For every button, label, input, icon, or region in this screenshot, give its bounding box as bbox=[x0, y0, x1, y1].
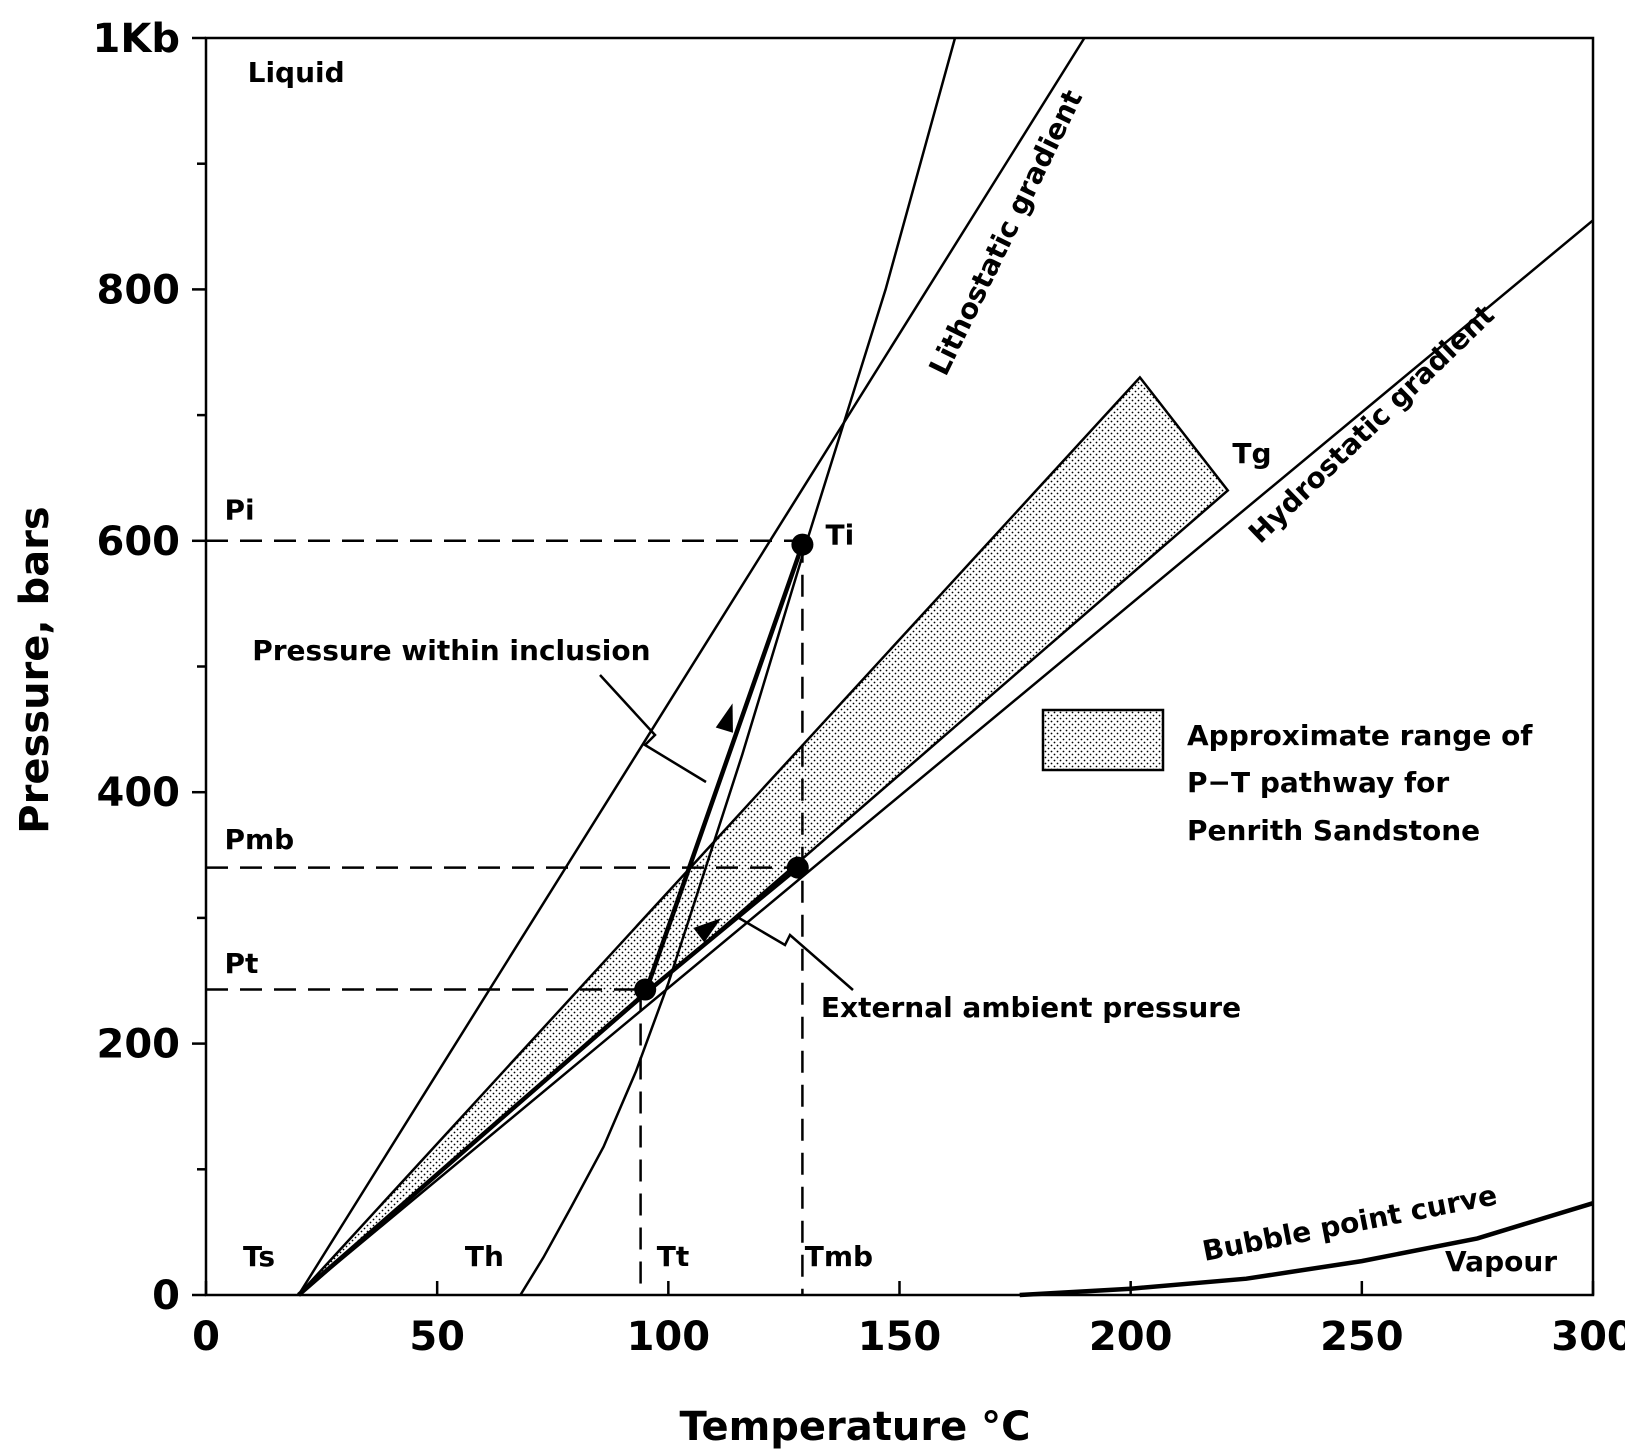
annotation-pressure-within-inclusion: Pressure within inclusion bbox=[252, 634, 650, 667]
annotation-liquid: Liquid bbox=[248, 56, 345, 89]
data-point-0 bbox=[791, 533, 814, 556]
direction-arrow-0 bbox=[715, 703, 733, 733]
legend-label-line-2: P−T pathway for bbox=[1187, 766, 1449, 799]
arrows-layer bbox=[693, 703, 733, 943]
x-tick-label-50: 50 bbox=[409, 1314, 465, 1360]
dashed-guides-layer bbox=[206, 539, 804, 1295]
legend-label-line-1: Approximate range of bbox=[1187, 719, 1533, 752]
series-line-pressure-within-inclusion bbox=[643, 543, 805, 995]
points-layer bbox=[634, 533, 814, 1001]
annotation-ts: Ts bbox=[243, 1240, 275, 1273]
data-point-2 bbox=[634, 978, 657, 1001]
series-line-curve-2 bbox=[519, 37, 957, 1296]
annotation-pt: Pt bbox=[224, 947, 258, 980]
annotation-lithostatic-gradient: Lithostatic gradient bbox=[922, 85, 1089, 381]
x-axis-title-spacer bbox=[967, 1404, 981, 1450]
series-line-external-ambient-pressure bbox=[297, 865, 800, 1297]
annotation-tt: Tt bbox=[657, 1240, 689, 1273]
annotation-vapour: Vapour bbox=[1445, 1245, 1557, 1278]
pressure-within-inclusion-pointer bbox=[599, 674, 707, 784]
annotation-pi: Pi bbox=[224, 493, 254, 526]
legend: Approximate range of P−T pathway for Pen… bbox=[1041, 708, 1533, 847]
x-tick-label-200: 200 bbox=[1089, 1314, 1173, 1360]
direction-arrow-1 bbox=[693, 918, 722, 943]
x-axis-title-text: Temperature bbox=[679, 1404, 967, 1450]
x-tick-label-250: 250 bbox=[1320, 1314, 1404, 1360]
legend-label-line-3: Penrith Sandstone bbox=[1187, 814, 1480, 847]
x-axis-title: Temperature °C bbox=[679, 1404, 1030, 1450]
annotation-ti: Ti bbox=[826, 519, 855, 552]
annotation-tg: Tg bbox=[1232, 437, 1271, 470]
series-line-hydrostatic-gradient bbox=[297, 219, 1594, 1296]
y-axis-title: Pressure, bars bbox=[12, 506, 58, 833]
annotation-th: Th bbox=[465, 1240, 504, 1273]
ticks-layer: 0 50 100 150 200 250 300 0 200 400 600 800 1Kb bbox=[93, 16, 1625, 1360]
pt-pathway-band bbox=[297, 375, 1230, 1296]
data-point-1 bbox=[786, 856, 809, 879]
series-line-lithostatic-gradient bbox=[297, 37, 1086, 1296]
annotation-external-ambient-pressure: External ambient pressure bbox=[821, 991, 1241, 1024]
annotation-pmb: Pmb bbox=[224, 823, 294, 856]
x-axis-unit: °C bbox=[981, 1404, 1030, 1450]
y-tick-label-400: 400 bbox=[97, 770, 181, 816]
series-line-bubble-point-curve bbox=[1019, 1201, 1594, 1298]
external-ambient-pressure-pointer bbox=[738, 916, 854, 991]
y-tick-label-800: 800 bbox=[97, 267, 181, 313]
y-tick-label-0: 0 bbox=[152, 1273, 180, 1319]
legend-swatch bbox=[1041, 708, 1165, 772]
x-tick-label-150: 150 bbox=[858, 1314, 942, 1360]
y-tick-label-600: 600 bbox=[97, 519, 181, 565]
x-tick-label-300: 300 bbox=[1551, 1314, 1625, 1360]
x-tick-label-0: 0 bbox=[192, 1314, 220, 1360]
y-tick-label-200: 200 bbox=[97, 1022, 181, 1068]
y-tick-label-1000: 1Kb bbox=[93, 16, 180, 62]
annotation-hydrostatic-gradient: Hydrostatic gradient bbox=[1242, 298, 1501, 549]
x-tick-label-100: 100 bbox=[627, 1314, 711, 1360]
pt-pathway-band-layer bbox=[297, 375, 1230, 1296]
annotation-tmb: Tmb bbox=[805, 1240, 873, 1273]
